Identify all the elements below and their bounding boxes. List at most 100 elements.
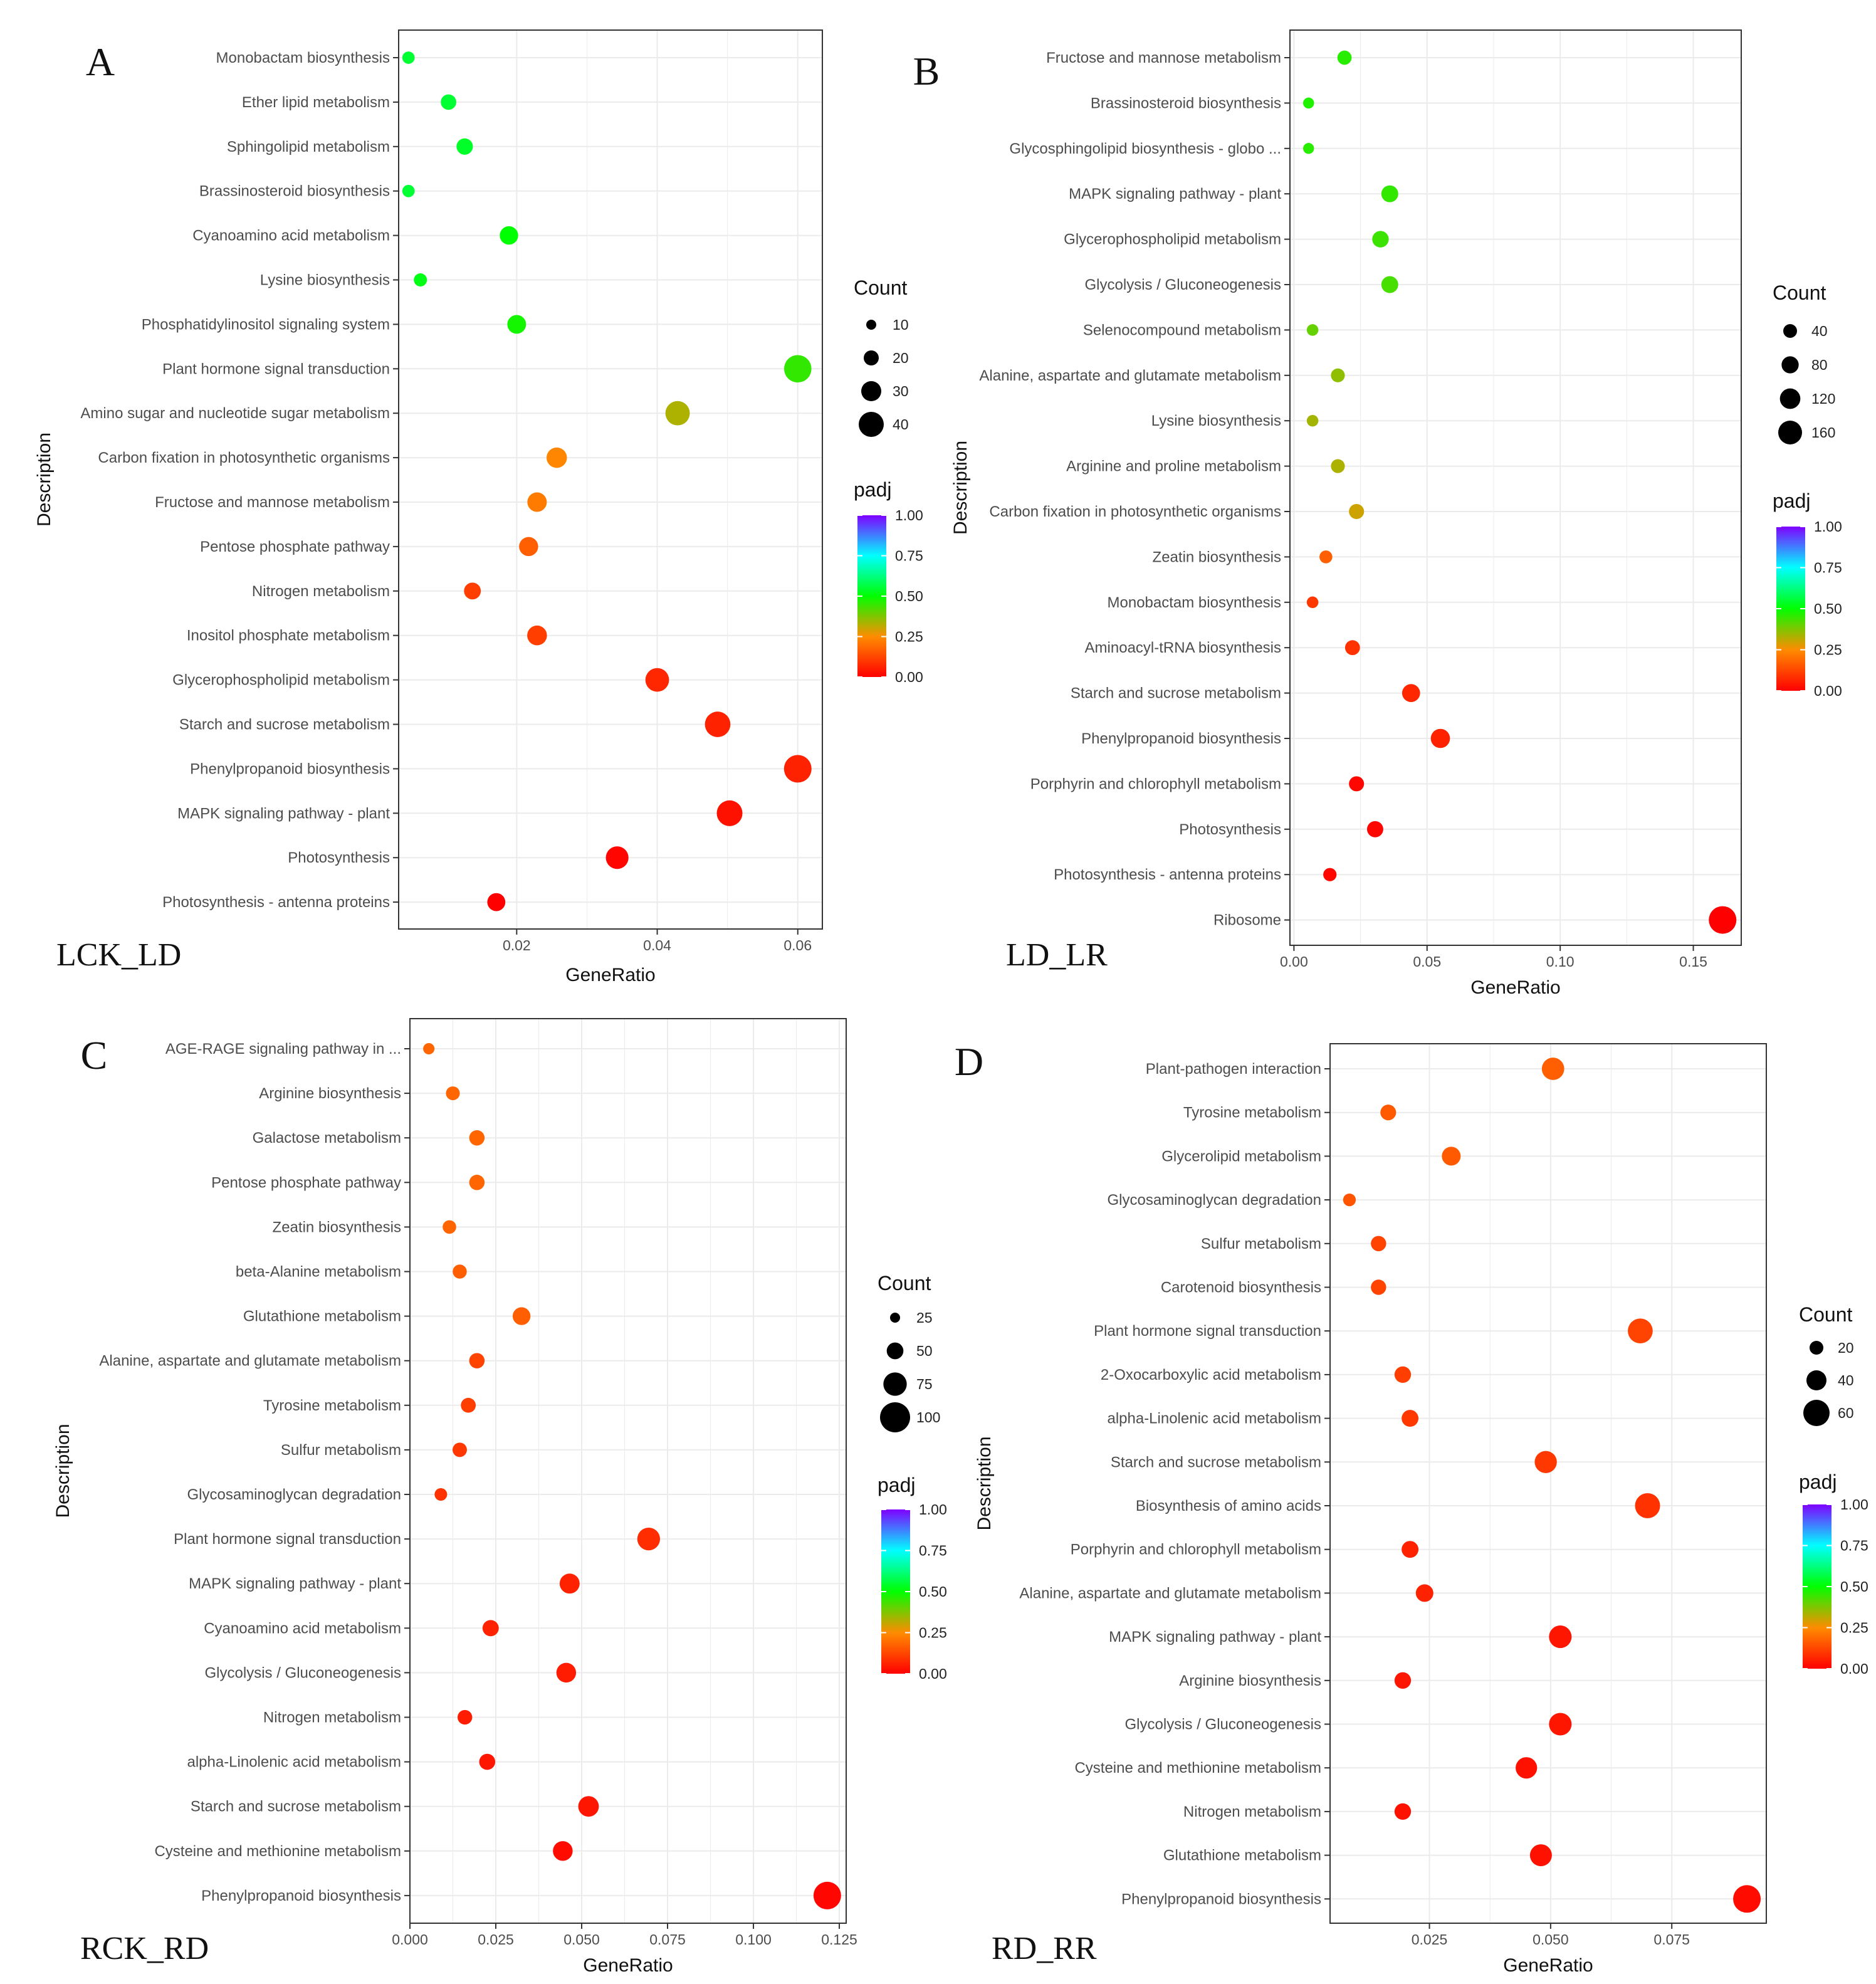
data-point — [487, 893, 506, 911]
data-point — [1394, 1672, 1412, 1689]
category-label: Phenylpropanoid biosynthesis — [190, 760, 390, 777]
data-point — [1306, 414, 1319, 427]
category-label: Monobactam biosynthesis — [1108, 594, 1281, 611]
data-point — [1635, 1493, 1660, 1519]
data-point — [452, 1442, 467, 1457]
padj-legend-label: 0.25 — [919, 1625, 947, 1641]
count-legend-label: 20 — [893, 350, 909, 366]
data-point — [578, 1796, 599, 1817]
data-point — [461, 1397, 476, 1413]
count-legend-dot — [864, 350, 879, 365]
padj-legend-title: padj — [1799, 1471, 1837, 1493]
category-label: Porphyrin and chlorophyll metabolism — [1071, 1541, 1321, 1558]
x-tick-label: 0.10 — [1546, 953, 1575, 970]
count-legend-label: 80 — [1811, 357, 1828, 373]
data-point — [1372, 231, 1389, 248]
data-point — [556, 1662, 577, 1683]
category-label: Photosynthesis - antenna proteins — [162, 894, 390, 911]
panel-name: LCK_LD — [56, 937, 181, 973]
category-label: beta-Alanine metabolism — [236, 1264, 401, 1281]
y-axis-title: Description — [950, 441, 971, 535]
category-label: Carbon fixation in photosynthetic organi… — [98, 449, 390, 466]
count-legend-dot — [1806, 1370, 1826, 1390]
data-point — [1302, 97, 1314, 109]
padj-legend-label: 0.25 — [1814, 642, 1842, 658]
data-point — [1366, 821, 1383, 837]
category-label: Ribosome — [1213, 912, 1281, 929]
category-label: Cyanoamino acid metabolism — [192, 228, 390, 244]
y-axis-title: Description — [34, 433, 55, 527]
count-legend-dot — [866, 320, 876, 330]
category-label: Fructose and mannose metabolism — [1046, 50, 1281, 66]
category-label: Photosynthesis — [1179, 821, 1281, 838]
category-label: Glycosphingolipid biosynthesis - globo .… — [1009, 140, 1281, 157]
data-point — [1709, 906, 1737, 934]
category-label: Starch and sucrose metabolism — [1111, 1454, 1321, 1471]
count-legend-label: 60 — [1838, 1405, 1854, 1421]
plot-frame — [398, 29, 823, 930]
category-label: Glutathione metabolism — [243, 1308, 401, 1325]
panel-name: LD_LR — [1006, 937, 1108, 973]
category-label: Carbon fixation in photosynthetic organi… — [989, 503, 1281, 520]
category-label: Glycolysis / Gluconeogenesis — [1085, 276, 1281, 293]
data-point — [464, 582, 481, 600]
category-label: Phosphatidylinositol signaling system — [142, 316, 390, 333]
category-label: Lysine biosynthesis — [260, 272, 390, 289]
data-point — [1402, 1410, 1419, 1427]
category-label: Phenylpropanoid biosynthesis — [1121, 1891, 1321, 1908]
panel-letter: A — [86, 39, 115, 84]
x-tick-label: 0.050 — [1533, 1931, 1569, 1948]
padj-legend-label: 1.00 — [1840, 1496, 1868, 1513]
count-legend-title: Count — [878, 1272, 931, 1294]
data-point — [1349, 503, 1365, 520]
data-point — [1628, 1318, 1653, 1344]
data-point — [469, 1353, 485, 1368]
count-legend-dot — [886, 1342, 904, 1360]
count-legend-label: 50 — [916, 1343, 933, 1359]
data-point — [783, 755, 812, 783]
category-label: Arginine biosynthesis — [259, 1085, 401, 1102]
x-tick-label: 0.000 — [392, 1931, 428, 1948]
category-label: Arginine and proline metabolism — [1066, 458, 1281, 475]
data-point — [1549, 1625, 1572, 1649]
data-point — [402, 51, 415, 64]
panel-letter: D — [955, 1039, 983, 1084]
count-legend-dot — [890, 1313, 900, 1323]
plot-background — [1330, 1044, 1766, 1923]
data-point — [479, 1753, 496, 1770]
category-label: Glycolysis / Gluconeogenesis — [205, 1664, 401, 1681]
category-label: Glycerophospholipid metabolism — [1064, 231, 1281, 248]
data-point — [519, 537, 538, 557]
category-label: Porphyrin and chlorophyll metabolism — [1030, 775, 1281, 792]
data-point — [1337, 50, 1352, 65]
x-tick-label: 0.100 — [735, 1931, 772, 1948]
padj-legend-label: 0.75 — [895, 548, 923, 564]
category-label: MAPK signaling pathway - plant — [1109, 1629, 1321, 1645]
count-legend-label: 40 — [1838, 1372, 1854, 1388]
count-legend-dot — [883, 1372, 907, 1396]
category-label: 2-Oxocarboxylic acid metabolism — [1101, 1367, 1321, 1383]
data-point — [527, 625, 547, 646]
data-point — [1331, 368, 1345, 382]
y-axis-title: Description — [974, 1436, 995, 1530]
x-tick-label: 0.075 — [649, 1931, 686, 1948]
x-tick-label: 0.05 — [1413, 953, 1441, 970]
data-point — [553, 1841, 573, 1861]
padj-legend-label: 0.75 — [1840, 1538, 1868, 1554]
data-point — [546, 447, 567, 468]
category-label: Alanine, aspartate and glutamate metabol… — [99, 1353, 401, 1370]
data-point — [1394, 1803, 1412, 1820]
padj-legend-title: padj — [878, 1474, 916, 1496]
category-label: Biosynthesis of amino acids — [1136, 1498, 1321, 1514]
data-point — [423, 1042, 435, 1055]
category-label: Plant hormone signal transduction — [1094, 1323, 1321, 1340]
data-point — [1733, 1885, 1761, 1913]
data-point — [665, 401, 690, 426]
category-label: Carotenoid biosynthesis — [1161, 1279, 1321, 1296]
data-point — [1516, 1757, 1538, 1779]
data-point — [441, 94, 456, 110]
padj-legend-label: 0.00 — [919, 1666, 947, 1682]
count-legend-dot — [1778, 421, 1802, 444]
padj-legend-label: 0.00 — [1840, 1661, 1868, 1677]
